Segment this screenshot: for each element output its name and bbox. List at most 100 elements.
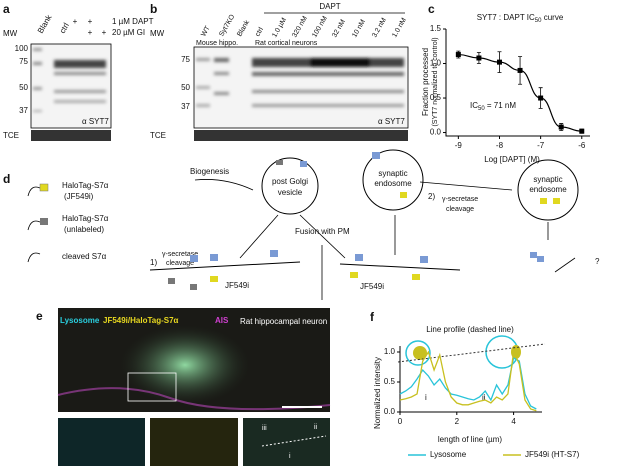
x-tick-label: 4 bbox=[511, 417, 516, 426]
arrow bbox=[419, 181, 513, 191]
y-label: Fraction processed bbox=[421, 48, 430, 116]
label: endosome bbox=[374, 179, 412, 188]
icon bbox=[27, 220, 41, 231]
point bbox=[579, 128, 585, 134]
roi: ii bbox=[482, 393, 486, 402]
icon bbox=[413, 346, 427, 360]
chart-title: SYT7 : DAPT IC50 curve bbox=[477, 13, 564, 23]
legend-label: JF549i (HT-S7) bbox=[525, 450, 580, 459]
label: 1) bbox=[150, 258, 157, 267]
tce-strip bbox=[31, 130, 111, 141]
panel-label: c bbox=[428, 2, 435, 16]
icon bbox=[300, 161, 307, 167]
drug-label: DAPT bbox=[319, 2, 340, 11]
plus: + bbox=[102, 28, 107, 37]
label: post Golgi bbox=[272, 177, 308, 186]
icon bbox=[39, 183, 49, 192]
legend-text: HaloTag-S7α bbox=[62, 181, 109, 190]
x-tick-label: -8 bbox=[496, 141, 504, 150]
lane-label: 10 nM bbox=[351, 18, 367, 38]
y-tick-label: 0.0 bbox=[430, 128, 442, 137]
membrane bbox=[339, 263, 461, 271]
loading-label: TCE bbox=[150, 131, 166, 140]
roi: i bbox=[425, 393, 427, 402]
endosome bbox=[517, 159, 579, 221]
panel-label: b bbox=[150, 2, 157, 16]
icon bbox=[27, 252, 41, 263]
inset-jf549 bbox=[150, 418, 238, 466]
arrow bbox=[299, 214, 346, 259]
legend-text: (unlabeled) bbox=[64, 225, 104, 234]
roi: ii bbox=[314, 424, 318, 431]
icon bbox=[168, 278, 175, 284]
label: γ-secretase bbox=[442, 196, 478, 203]
lane-label: 100 nM bbox=[311, 15, 329, 39]
label: ? bbox=[595, 257, 600, 266]
membrane bbox=[149, 261, 301, 271]
vesicle bbox=[261, 157, 319, 215]
point bbox=[476, 55, 482, 61]
blot bbox=[30, 43, 112, 129]
panel-f: f Line profile (dashed line) Normalized … bbox=[370, 310, 580, 459]
label: cleavage bbox=[446, 206, 474, 213]
legend-text: cleaved S7α bbox=[62, 252, 107, 261]
mw-marker: 50 bbox=[181, 83, 190, 92]
title: SYT7 : DAPT IC bbox=[477, 13, 535, 22]
label: JF549i bbox=[360, 282, 384, 291]
x-tick-label: 0 bbox=[398, 417, 403, 426]
title-sub: 50 bbox=[535, 18, 542, 24]
y-tick-label: 1.0 bbox=[384, 347, 396, 356]
legend-label: Lysosome bbox=[430, 450, 467, 459]
y-tick-label: 1.5 bbox=[430, 24, 442, 33]
x-label: Log [DAPT] (M) bbox=[484, 155, 540, 164]
arrow bbox=[239, 214, 279, 259]
panel-d: d HaloTag-S7α (JF549i) HaloTag-S7α (unla… bbox=[3, 149, 600, 300]
panel-c: c SYT7 : DAPT IC50 curve Fraction proces… bbox=[421, 2, 590, 164]
lane-labels: WT Syt7KO Blank ctrl 1.0 µM 320 nM 100 nM 32 nM… bbox=[200, 13, 408, 39]
mw-marker: 75 bbox=[181, 55, 190, 64]
mw-marker: 37 bbox=[19, 106, 28, 115]
arrow bbox=[194, 179, 254, 191]
mw-marker: 100 bbox=[15, 44, 29, 53]
label: endosome bbox=[529, 185, 567, 194]
profile-line bbox=[399, 349, 537, 412]
lane-label: Syt7KO bbox=[218, 13, 236, 38]
panel-label: a bbox=[3, 2, 10, 16]
y-tick-label: 0.5 bbox=[384, 377, 396, 386]
icon bbox=[190, 284, 197, 290]
plus: + bbox=[73, 17, 78, 26]
bands bbox=[33, 48, 106, 112]
x-tick-label: -9 bbox=[455, 141, 463, 150]
ic: IC bbox=[470, 101, 478, 110]
x-tick-label: 2 bbox=[455, 417, 460, 426]
icon bbox=[270, 250, 278, 257]
mw-label: MW bbox=[3, 29, 18, 38]
icon bbox=[210, 276, 218, 282]
point bbox=[455, 52, 461, 58]
loading-label: TCE bbox=[3, 131, 19, 140]
lane-label: 1.0 nM bbox=[391, 17, 408, 39]
mw-marker: 75 bbox=[19, 57, 28, 66]
y-label: Normalized intensity bbox=[373, 357, 382, 429]
panel-label: f bbox=[370, 310, 375, 324]
arrow bbox=[554, 257, 576, 273]
point bbox=[517, 67, 523, 73]
lane-label: 32 nM bbox=[331, 18, 347, 38]
label: JF549i bbox=[225, 281, 249, 290]
profile-line bbox=[399, 357, 537, 410]
antibody: α SYT7 bbox=[82, 117, 109, 126]
lane-label: ctrl bbox=[254, 26, 265, 38]
icon bbox=[190, 255, 198, 262]
treatment: 20 µM GI bbox=[112, 28, 145, 37]
panel-a: a MW Blank ctrl + + + + 1 µM DAPT 20 µM … bbox=[3, 2, 154, 141]
ic-end: = 71 nM bbox=[485, 101, 517, 110]
label: vesicle bbox=[278, 188, 303, 197]
y-tick-label: 0.5 bbox=[430, 93, 442, 102]
icon bbox=[350, 272, 358, 278]
dashed-line bbox=[261, 435, 327, 447]
panel-label: e bbox=[36, 309, 43, 323]
dashed-line bbox=[397, 343, 546, 363]
sample: Rat hippocampal neuron bbox=[240, 317, 327, 326]
mw-label: MW bbox=[150, 29, 165, 38]
